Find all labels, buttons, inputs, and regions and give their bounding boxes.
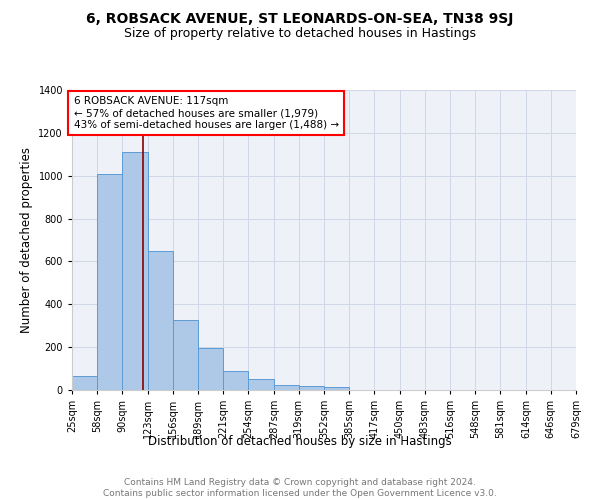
Bar <box>122 152 148 390</box>
Bar <box>72 376 97 390</box>
Text: Size of property relative to detached houses in Hastings: Size of property relative to detached ho… <box>124 28 476 40</box>
Text: Distribution of detached houses by size in Hastings: Distribution of detached houses by size … <box>148 435 452 448</box>
Bar <box>324 387 349 390</box>
Bar <box>97 174 122 390</box>
Text: 6, ROBSACK AVENUE, ST LEONARDS-ON-SEA, TN38 9SJ: 6, ROBSACK AVENUE, ST LEONARDS-ON-SEA, T… <box>86 12 514 26</box>
Bar <box>173 320 199 390</box>
Bar <box>223 370 248 390</box>
Text: 6 ROBSACK AVENUE: 117sqm
← 57% of detached houses are smaller (1,979)
43% of sem: 6 ROBSACK AVENUE: 117sqm ← 57% of detach… <box>74 96 338 130</box>
Bar <box>148 250 173 390</box>
Bar <box>199 348 223 390</box>
Bar <box>299 386 324 390</box>
Bar <box>248 380 274 390</box>
Bar <box>274 384 299 390</box>
Text: Contains HM Land Registry data © Crown copyright and database right 2024.
Contai: Contains HM Land Registry data © Crown c… <box>103 478 497 498</box>
Y-axis label: Number of detached properties: Number of detached properties <box>20 147 33 333</box>
